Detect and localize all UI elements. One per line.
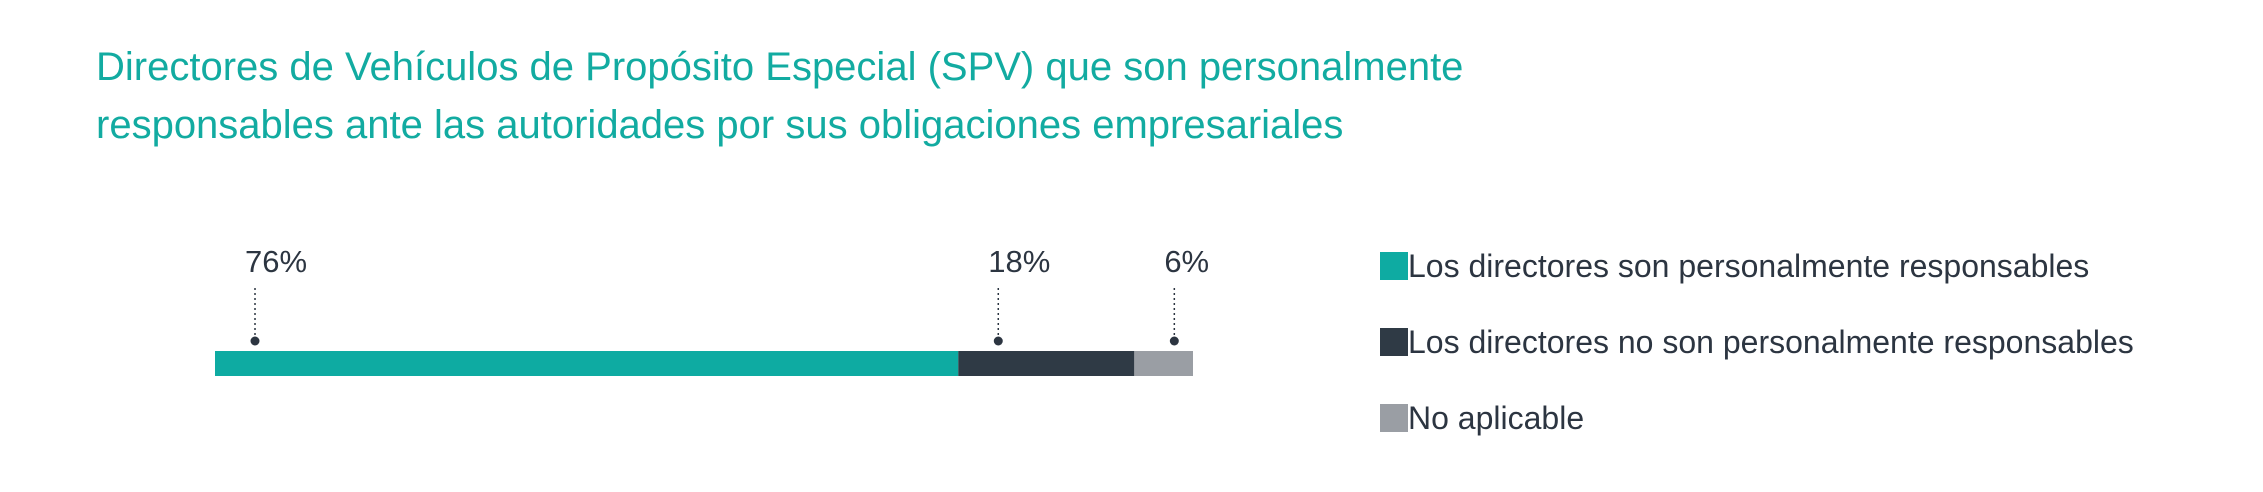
data-label-no-aplicable: 6% xyxy=(1164,244,1209,279)
legend-label-not-responsible: Los directores no son personalmente resp… xyxy=(1408,324,2134,360)
legend-label-not-applicable: No aplicable xyxy=(1408,400,1585,436)
legend-swatch-not-applicable xyxy=(1380,404,1408,432)
legend-label-responsible: Los directores son personalmente respons… xyxy=(1408,248,2090,284)
chart-legend: Los directores son personalmente respons… xyxy=(1380,246,2134,474)
legend-swatch-not-responsible xyxy=(1380,328,1408,356)
data-label-los-directores-no-son-personalmente-responsables: 18% xyxy=(988,244,1050,279)
legend-swatch-responsible xyxy=(1380,252,1408,280)
bar-segment-no-aplicable xyxy=(1134,351,1193,376)
leader-dot-los-directores-no-son-personalmente-responsables xyxy=(993,336,1003,346)
data-label-los-directores-son-personalmente-responsables: 76% xyxy=(245,244,307,279)
leader-dot-los-directores-son-personalmente-responsables xyxy=(250,336,260,346)
chart-title-line-1: Directores de Vehículos de Propósito Esp… xyxy=(96,45,1464,89)
chart-title: Directores de Vehículos de Propósito Esp… xyxy=(96,38,1656,154)
chart-title-line-2: responsables ante las autoridades por su… xyxy=(96,103,1344,147)
leader-dot-no-aplicable xyxy=(1169,336,1179,346)
bar-segment-los-directores-son-personalmente-responsables xyxy=(215,351,959,376)
bar-segment-los-directores-no-son-personalmente-responsables xyxy=(958,351,1135,376)
legend-item-responsible: Los directores son personalmente respons… xyxy=(1380,246,2134,322)
legend-item-not-responsible: Los directores no son personalmente resp… xyxy=(1380,322,2134,398)
legend-item-not-applicable: No aplicable xyxy=(1380,398,2134,474)
